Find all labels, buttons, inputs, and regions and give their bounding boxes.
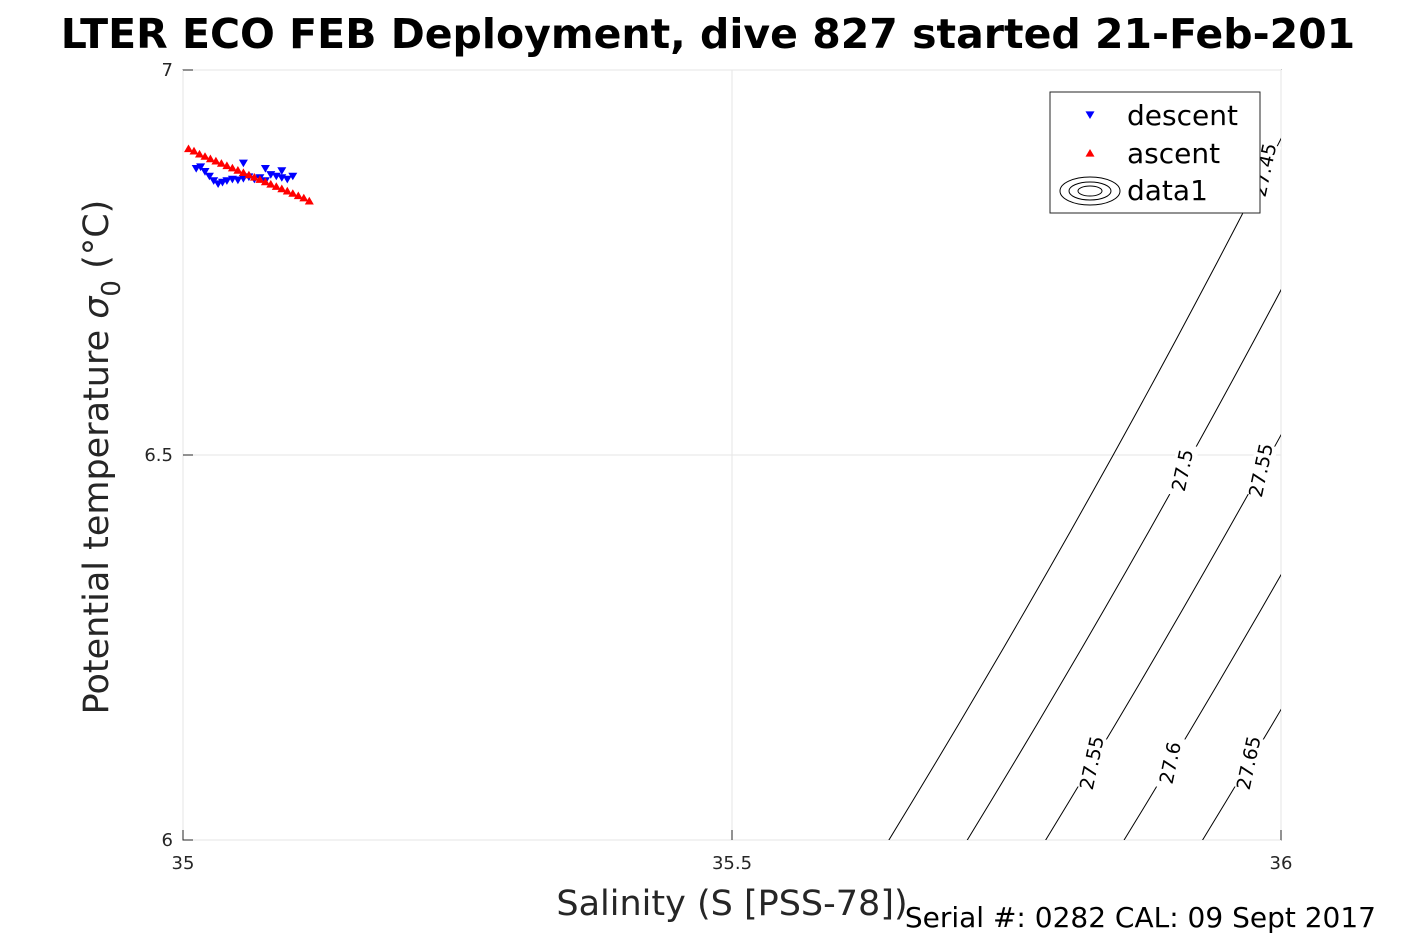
data-points <box>184 144 314 205</box>
descent-point <box>288 172 298 181</box>
descent-point <box>238 159 248 168</box>
serial-cal-text: Serial #: 0282 CAL: 09 Sept 2017 <box>905 901 1376 934</box>
descent-point <box>204 172 214 181</box>
ascent-point <box>282 186 292 195</box>
y-axis-label-sub: 0 <box>97 280 127 297</box>
legend-label-descent: descent <box>1127 99 1238 132</box>
ascent-point <box>266 179 276 188</box>
ascent-point <box>304 196 314 205</box>
y-tick-label: 7 <box>162 60 173 81</box>
contour-line-27-75 <box>1312 0 1417 917</box>
ascent-point <box>216 159 226 167</box>
descent-point <box>282 175 292 184</box>
contour-label-bg <box>1233 735 1266 791</box>
legend-symbols <box>1059 111 1121 206</box>
y-tick-label: 6 <box>162 830 173 851</box>
ascent-point <box>271 182 281 190</box>
ascent-point <box>288 189 298 197</box>
ascent-point <box>277 184 287 193</box>
legend-contour-ring-0 <box>1059 176 1121 206</box>
contour-label-bg <box>1166 442 1200 499</box>
ascent-point <box>238 168 248 176</box>
legend-marker-descent <box>1085 111 1095 120</box>
ascent-point <box>260 177 270 186</box>
ascent-point <box>255 175 265 183</box>
descent-point <box>209 177 219 185</box>
y-axis-label-main: Potential temperature <box>77 319 117 715</box>
x-axis-label: Salinity (S [PSS-78]) <box>556 884 907 924</box>
ascent-point <box>293 191 303 200</box>
descent-point <box>277 167 287 175</box>
ascent-point <box>222 161 232 170</box>
legend-label-ascent: ascent <box>1127 137 1220 170</box>
descent-point <box>200 168 210 176</box>
legend: descent ascent data1 <box>1049 91 1261 214</box>
x-tick-label: 35 <box>172 853 195 874</box>
y-tick-label: 6.5 <box>144 445 173 466</box>
y-axis-label: Potential temperature σ0 (°C) <box>77 200 127 715</box>
contour-line-27-8 <box>1390 0 1417 917</box>
ascent-point <box>200 152 210 160</box>
ascent-point <box>244 170 254 179</box>
legend-box <box>1049 91 1261 214</box>
contour-label-bg <box>1076 735 1109 791</box>
axis-ticks: 35 35.5 36 6 6.5 7 <box>144 60 1292 874</box>
ascent-point <box>184 144 193 153</box>
descent-point <box>196 163 206 172</box>
ascent-point <box>249 173 259 181</box>
contour-label-bg <box>1154 735 1187 791</box>
x-tick-label: 35.5 <box>712 853 752 874</box>
y-axis-label-unit: (°C) <box>77 200 117 280</box>
legend-label-data1: data1 <box>1127 174 1208 207</box>
ascent-point <box>211 156 221 165</box>
y-axis-label-symbol: σ <box>77 295 117 319</box>
legend-marker-ascent <box>1085 148 1095 157</box>
chart-title: LTER ECO FEB Deployment, dive 827 starte… <box>61 10 1355 58</box>
ascent-point <box>227 163 237 172</box>
x-tick-label: 36 <box>1270 853 1293 874</box>
descent-point <box>233 176 243 185</box>
descent-point <box>222 177 232 185</box>
descent-point <box>260 165 270 173</box>
grid-lines <box>182 69 1282 841</box>
legend-contour-ring-1 <box>1068 181 1112 201</box>
ascent-point <box>299 193 309 202</box>
legend-contour-ring-2 <box>1077 185 1103 197</box>
ascent-point <box>195 149 204 158</box>
ascent-point <box>189 146 199 155</box>
contour-label-bg <box>1245 442 1278 499</box>
ascent-point <box>233 166 243 174</box>
ascent-point <box>205 154 215 163</box>
